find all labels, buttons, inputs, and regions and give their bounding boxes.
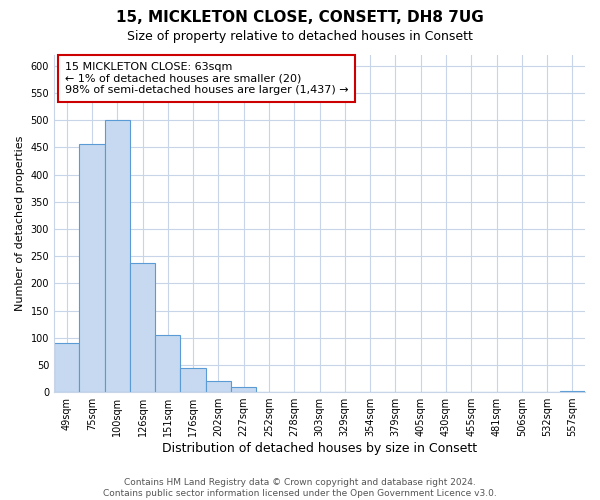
Bar <box>79 144 104 392</box>
Text: Size of property relative to detached houses in Consett: Size of property relative to detached ho… <box>127 30 473 43</box>
Bar <box>560 391 585 392</box>
Bar <box>54 343 79 392</box>
Bar <box>155 335 181 392</box>
Text: 15 MICKLETON CLOSE: 63sqm
← 1% of detached houses are smaller (20)
98% of semi-d: 15 MICKLETON CLOSE: 63sqm ← 1% of detach… <box>65 62 348 95</box>
Bar <box>206 381 231 392</box>
Y-axis label: Number of detached properties: Number of detached properties <box>15 136 25 311</box>
Bar <box>231 386 256 392</box>
Bar <box>104 120 130 392</box>
Bar <box>181 368 206 392</box>
Text: 15, MICKLETON CLOSE, CONSETT, DH8 7UG: 15, MICKLETON CLOSE, CONSETT, DH8 7UG <box>116 10 484 25</box>
X-axis label: Distribution of detached houses by size in Consett: Distribution of detached houses by size … <box>162 442 477 455</box>
Text: Contains HM Land Registry data © Crown copyright and database right 2024.
Contai: Contains HM Land Registry data © Crown c… <box>103 478 497 498</box>
Bar <box>130 263 155 392</box>
